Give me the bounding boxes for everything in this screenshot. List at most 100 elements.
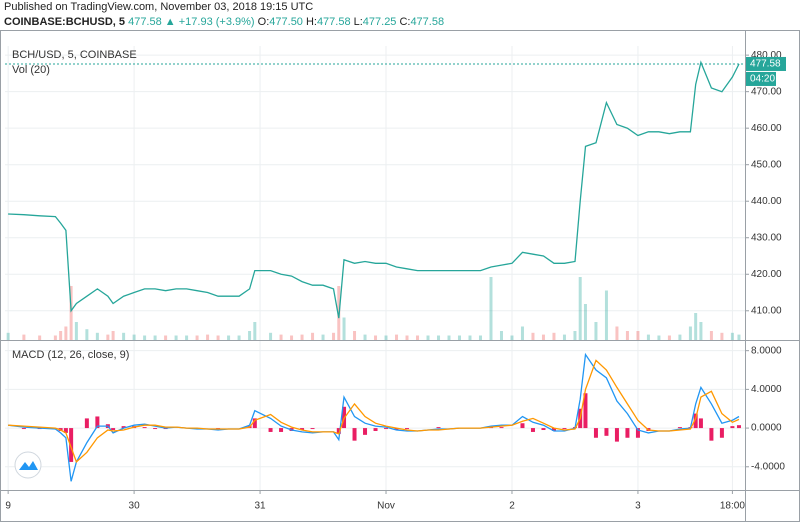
histogram-bar	[373, 428, 378, 431]
volume-bar	[657, 335, 661, 340]
volume-bar	[573, 331, 577, 340]
x-tick-label: 9	[5, 501, 11, 512]
last-price-box	[746, 56, 786, 71]
volume-bar	[594, 322, 598, 340]
plot-frame	[0, 30, 800, 522]
volume-bar	[206, 334, 210, 340]
change: +17.93 (+3.9%)	[178, 16, 255, 28]
histogram-bar	[405, 428, 410, 430]
volume-bar	[541, 334, 545, 340]
volume-bar	[227, 335, 231, 340]
volume-bar	[510, 335, 514, 340]
histogram-bar	[583, 393, 588, 429]
volume-bar	[253, 322, 257, 340]
volume-bar	[85, 329, 89, 340]
volume-bar	[248, 331, 252, 340]
series-line	[8, 359, 740, 464]
pane-title: BCH/USD, 5, COINBASE	[12, 49, 137, 61]
volume-bar	[552, 332, 556, 340]
histogram-bar	[300, 428, 305, 431]
histogram-bar	[562, 428, 567, 430]
histogram-bar	[111, 428, 116, 431]
histogram-bar	[736, 425, 741, 429]
histogram-bar	[604, 428, 609, 436]
x-tick-label: 31	[255, 501, 267, 512]
histogram-bar	[436, 427, 441, 429]
last-price: 477.58	[128, 16, 162, 28]
countdown: 04:20	[750, 74, 775, 85]
volume-bar	[59, 331, 63, 340]
histogram-bar	[252, 418, 257, 429]
volume-bar	[426, 335, 430, 340]
volume-bar	[478, 335, 482, 340]
ohlc-value: 477.58	[316, 16, 351, 28]
volume-bar	[625, 331, 629, 340]
header: Published on TradingView.com, November 0…	[4, 0, 794, 30]
volume-bar	[279, 334, 283, 340]
histogram-bar	[84, 418, 89, 429]
volume-bar	[74, 322, 78, 340]
y-tick-label: 0.0000	[751, 423, 782, 434]
series-line	[8, 352, 740, 482]
histogram-bar	[698, 418, 703, 429]
histogram-bar	[310, 428, 315, 430]
volume-bar	[64, 326, 68, 340]
volume-bar	[122, 332, 126, 340]
volume-bar	[353, 331, 357, 340]
volume-bar	[174, 335, 178, 340]
volume-bar	[269, 332, 273, 340]
histogram-bar	[279, 428, 284, 432]
histogram-bar	[677, 427, 682, 429]
published: Published on TradingView.com, November 0…	[4, 1, 314, 13]
y-tick-label: 470.00	[751, 86, 782, 97]
volume-bar	[374, 335, 378, 340]
countdown-box	[746, 71, 776, 86]
volume-bar	[153, 335, 157, 340]
histogram-bar	[635, 428, 640, 438]
volume-bar	[290, 335, 294, 340]
volume-bar	[457, 335, 461, 340]
volume-bar	[363, 334, 367, 340]
volume-bar	[489, 277, 493, 340]
ohlc-label: H:	[305, 16, 317, 28]
histogram-bar	[336, 428, 341, 434]
histogram-bar	[709, 428, 714, 441]
histogram-bar	[21, 428, 26, 430]
volume-bar	[615, 326, 619, 340]
y-tick-label: 430.00	[751, 232, 782, 243]
volume-bar	[437, 335, 441, 340]
volume-bar	[321, 334, 325, 340]
y-tick-label: -4.0000	[751, 461, 785, 472]
volume-bar	[578, 277, 582, 340]
volume-bar	[688, 326, 692, 340]
histogram-bar	[625, 428, 630, 438]
ohlc-label: C:	[399, 16, 411, 28]
y-tick-label: 450.00	[751, 159, 782, 170]
volume-bar	[111, 331, 115, 340]
y-tick-label: 440.00	[751, 196, 782, 207]
volume-bar	[22, 334, 26, 340]
volume-bar	[468, 335, 472, 340]
volume-bar	[447, 335, 451, 340]
volume-bar	[342, 317, 346, 340]
volume-bar	[694, 313, 698, 340]
y-tick-label: 480.00	[751, 50, 782, 61]
volume-bar	[300, 334, 304, 340]
volume-bar	[164, 335, 168, 340]
volume-bar	[604, 290, 608, 340]
histogram-bar	[268, 428, 273, 432]
volume-bar	[699, 322, 703, 340]
volume-bar	[332, 332, 336, 340]
histogram-bar	[541, 428, 546, 431]
volume-bar	[132, 334, 136, 340]
ohlc-value: 477.50	[269, 16, 303, 28]
volume-bar	[237, 335, 241, 340]
y-tick-label: 420.00	[751, 269, 782, 280]
volume-bar	[531, 332, 535, 340]
y-tick-label: 8.0000	[751, 345, 782, 356]
histogram-bar	[614, 428, 619, 442]
series-line	[8, 60, 740, 319]
histogram-bar	[593, 428, 598, 438]
x-tick-label: 30	[129, 501, 141, 512]
